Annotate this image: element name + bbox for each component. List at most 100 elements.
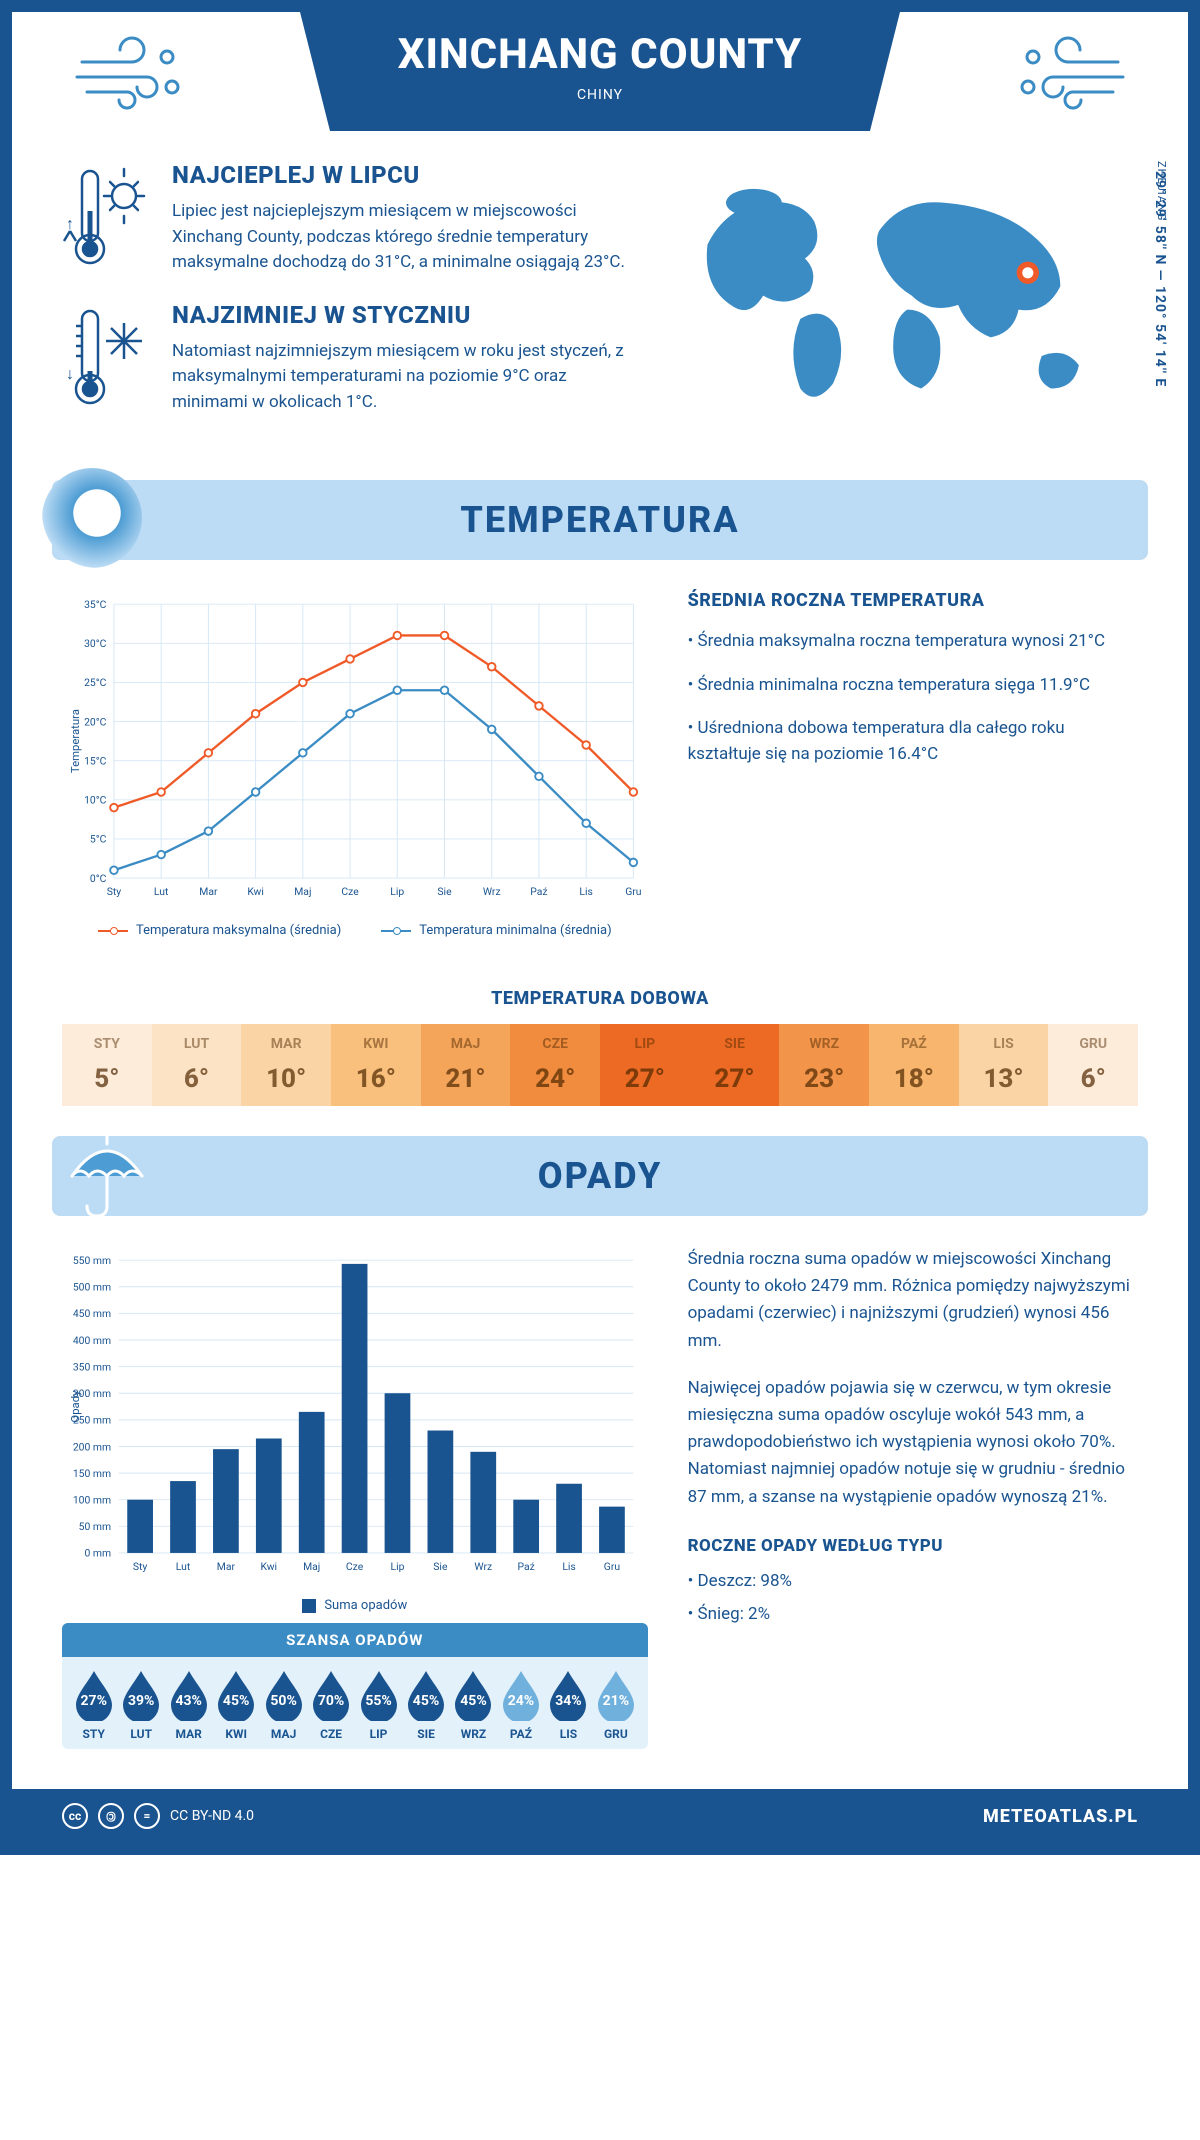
daily-cell: MAR10° bbox=[241, 1024, 331, 1106]
warmest-block: ↑ bbox=[62, 161, 627, 276]
legend-max: Temperatura maksymalna (średnia) bbox=[136, 923, 341, 938]
svg-text:Lis: Lis bbox=[579, 885, 592, 898]
page-title: XINCHANG COUNTY bbox=[360, 30, 840, 79]
temperature-chart: 0°C5°C10°C15°C20°C25°C30°C35°CStyLutMarK… bbox=[62, 590, 648, 938]
svg-text:0 mm: 0 mm bbox=[85, 1547, 112, 1560]
svg-text:Lis: Lis bbox=[562, 1560, 575, 1573]
svg-text:Paź: Paź bbox=[530, 885, 547, 898]
svg-text:500 mm: 500 mm bbox=[73, 1281, 111, 1294]
svg-text:↑: ↑ bbox=[66, 214, 74, 233]
precip-legend-label: Suma opadów bbox=[324, 1598, 407, 1613]
precipitation-banner: OPADY bbox=[52, 1136, 1148, 1216]
precipitation-chart: 0 mm50 mm100 mm150 mm200 mm250 mm300 mm3… bbox=[62, 1246, 648, 1749]
daily-cell: LIP27° bbox=[600, 1024, 690, 1106]
svg-text:15°C: 15°C bbox=[84, 754, 107, 767]
svg-text:5°C: 5°C bbox=[90, 833, 107, 846]
coldest-title: NAJZIMNIEJ W STYCZNIU bbox=[172, 301, 627, 329]
world-map-block: ZHEJIANG 29° 29' 58'' N — 120° 54' 14'' … bbox=[667, 161, 1138, 440]
bytype-title: ROCZNE OPADY WEDŁUG TYPU bbox=[688, 1536, 1138, 1556]
svg-text:Kwi: Kwi bbox=[247, 885, 264, 898]
chance-cell: 45%KWI bbox=[212, 1669, 259, 1741]
svg-text:Wrz: Wrz bbox=[483, 885, 501, 898]
world-map bbox=[667, 161, 1138, 421]
site-brand: METEOATLAS.PL bbox=[983, 1806, 1138, 1827]
daily-cell: PAŹ18° bbox=[869, 1024, 959, 1106]
precip-p2: Najwięcej opadów pojawia się w czerwcu, … bbox=[688, 1375, 1138, 1511]
svg-text:Paź: Paź bbox=[518, 1560, 535, 1573]
chance-cell: 27%STY bbox=[70, 1669, 117, 1741]
daily-temp-title: TEMPERATURA DOBOWA bbox=[12, 988, 1188, 1009]
chance-cell: 45%WRZ bbox=[450, 1669, 497, 1741]
daily-cell: CZE24° bbox=[510, 1024, 600, 1106]
daily-cell: LIS13° bbox=[959, 1024, 1049, 1106]
chance-cell: 70%CZE bbox=[307, 1669, 354, 1741]
svg-text:400 mm: 400 mm bbox=[73, 1334, 111, 1347]
avg-bullet: Średnia minimalna roczna temperatura się… bbox=[688, 673, 1138, 699]
chance-cell: 45%SIE bbox=[402, 1669, 449, 1741]
chance-cell: 55%LIP bbox=[355, 1669, 402, 1741]
svg-text:Sty: Sty bbox=[133, 1560, 148, 1573]
daily-cell: GRU6° bbox=[1048, 1024, 1138, 1106]
chance-cell: 50%MAJ bbox=[260, 1669, 307, 1741]
svg-text:30°C: 30°C bbox=[84, 637, 107, 650]
license-block: cc 🄯 = CC BY-ND 4.0 bbox=[62, 1803, 254, 1829]
precipitation-text: Średnia roczna suma opadów w miejscowośc… bbox=[688, 1246, 1138, 1749]
nd-icon: = bbox=[134, 1803, 160, 1829]
svg-text:100 mm: 100 mm bbox=[73, 1494, 111, 1507]
coordinates: 29° 29' 58'' N — 120° 54' 14'' E bbox=[1152, 171, 1168, 387]
chance-cell: 21%GRU bbox=[592, 1669, 639, 1741]
coldest-text: Natomiast najzimniejszym miesiącem w rok… bbox=[172, 339, 627, 416]
precip-legend: Suma opadów bbox=[62, 1598, 648, 1613]
svg-text:Mar: Mar bbox=[217, 1560, 236, 1573]
svg-text:Kwi: Kwi bbox=[261, 1560, 278, 1573]
wind-icon-left bbox=[62, 12, 202, 112]
svg-text:Gru: Gru bbox=[625, 885, 642, 898]
header: XINCHANG COUNTY CHINY bbox=[12, 12, 1188, 131]
svg-text:0°C: 0°C bbox=[90, 872, 107, 885]
warmest-title: NAJCIEPLEJ W LIPCU bbox=[172, 161, 627, 189]
avg-bullet: Średnia maksymalna roczna temperatura wy… bbox=[688, 629, 1138, 655]
daily-cell: STY5° bbox=[62, 1024, 152, 1106]
bytype-item: Śnieg: 2% bbox=[688, 1601, 1138, 1628]
svg-text:Cze: Cze bbox=[341, 885, 359, 898]
svg-text:Lut: Lut bbox=[176, 1560, 191, 1573]
svg-text:550 mm: 550 mm bbox=[73, 1254, 111, 1267]
coldest-block: ↓ NAJZIMNIEJ W STYCZNIU Natomiast najzim… bbox=[62, 301, 627, 416]
precip-p1: Średnia roczna suma opadów w miejscowośc… bbox=[688, 1246, 1138, 1355]
svg-text:50 mm: 50 mm bbox=[79, 1520, 111, 1533]
temp-legend: Temperatura maksymalna (średnia) Tempera… bbox=[62, 923, 648, 938]
umbrella-icon bbox=[57, 1121, 157, 1225]
svg-text:350 mm: 350 mm bbox=[73, 1361, 111, 1374]
svg-text:450 mm: 450 mm bbox=[73, 1307, 111, 1320]
svg-text:25°C: 25°C bbox=[84, 676, 107, 689]
daily-cell: LUT6° bbox=[152, 1024, 242, 1106]
svg-text:Sie: Sie bbox=[433, 1560, 448, 1573]
chance-title: SZANSA OPADÓW bbox=[62, 1623, 648, 1657]
svg-text:Mar: Mar bbox=[199, 885, 218, 898]
temperature-title: TEMPERATURA bbox=[52, 499, 1148, 541]
svg-text:Lut: Lut bbox=[154, 885, 169, 898]
svg-text:200 mm: 200 mm bbox=[73, 1440, 111, 1453]
temperature-avg-box: ŚREDNIA ROCZNA TEMPERATURA Średnia maksy… bbox=[688, 590, 1138, 938]
svg-text:Sty: Sty bbox=[107, 885, 122, 898]
svg-text:35°C: 35°C bbox=[84, 598, 107, 611]
intro-section: ↑ bbox=[12, 131, 1188, 460]
license-text: CC BY-ND 4.0 bbox=[170, 1808, 254, 1824]
svg-text:Gru: Gru bbox=[604, 1560, 621, 1573]
temperature-banner: TEMPERATURA bbox=[52, 480, 1148, 560]
daily-cell: KWI16° bbox=[331, 1024, 421, 1106]
warmest-text: Lipiec jest najcieplejszym miesiącem w m… bbox=[172, 199, 627, 276]
title-banner: XINCHANG COUNTY CHINY bbox=[300, 12, 900, 131]
precipitation-title: OPADY bbox=[52, 1155, 1148, 1197]
svg-text:Temperatura: Temperatura bbox=[68, 709, 82, 773]
daily-cell: WRZ23° bbox=[779, 1024, 869, 1106]
svg-text:150 mm: 150 mm bbox=[73, 1467, 111, 1480]
svg-text:↓: ↓ bbox=[66, 364, 74, 383]
page-subtitle: CHINY bbox=[360, 87, 840, 103]
svg-text:Maj: Maj bbox=[303, 1560, 320, 1573]
chance-box: SZANSA OPADÓW 27%STY39%LUT43%MAR45%KWI50… bbox=[62, 1623, 648, 1749]
svg-text:Lip: Lip bbox=[391, 1560, 405, 1573]
daily-cell: MAJ21° bbox=[421, 1024, 511, 1106]
footer: cc 🄯 = CC BY-ND 4.0 METEOATLAS.PL bbox=[12, 1789, 1188, 1843]
chance-cell: 24%PAŹ bbox=[497, 1669, 544, 1741]
